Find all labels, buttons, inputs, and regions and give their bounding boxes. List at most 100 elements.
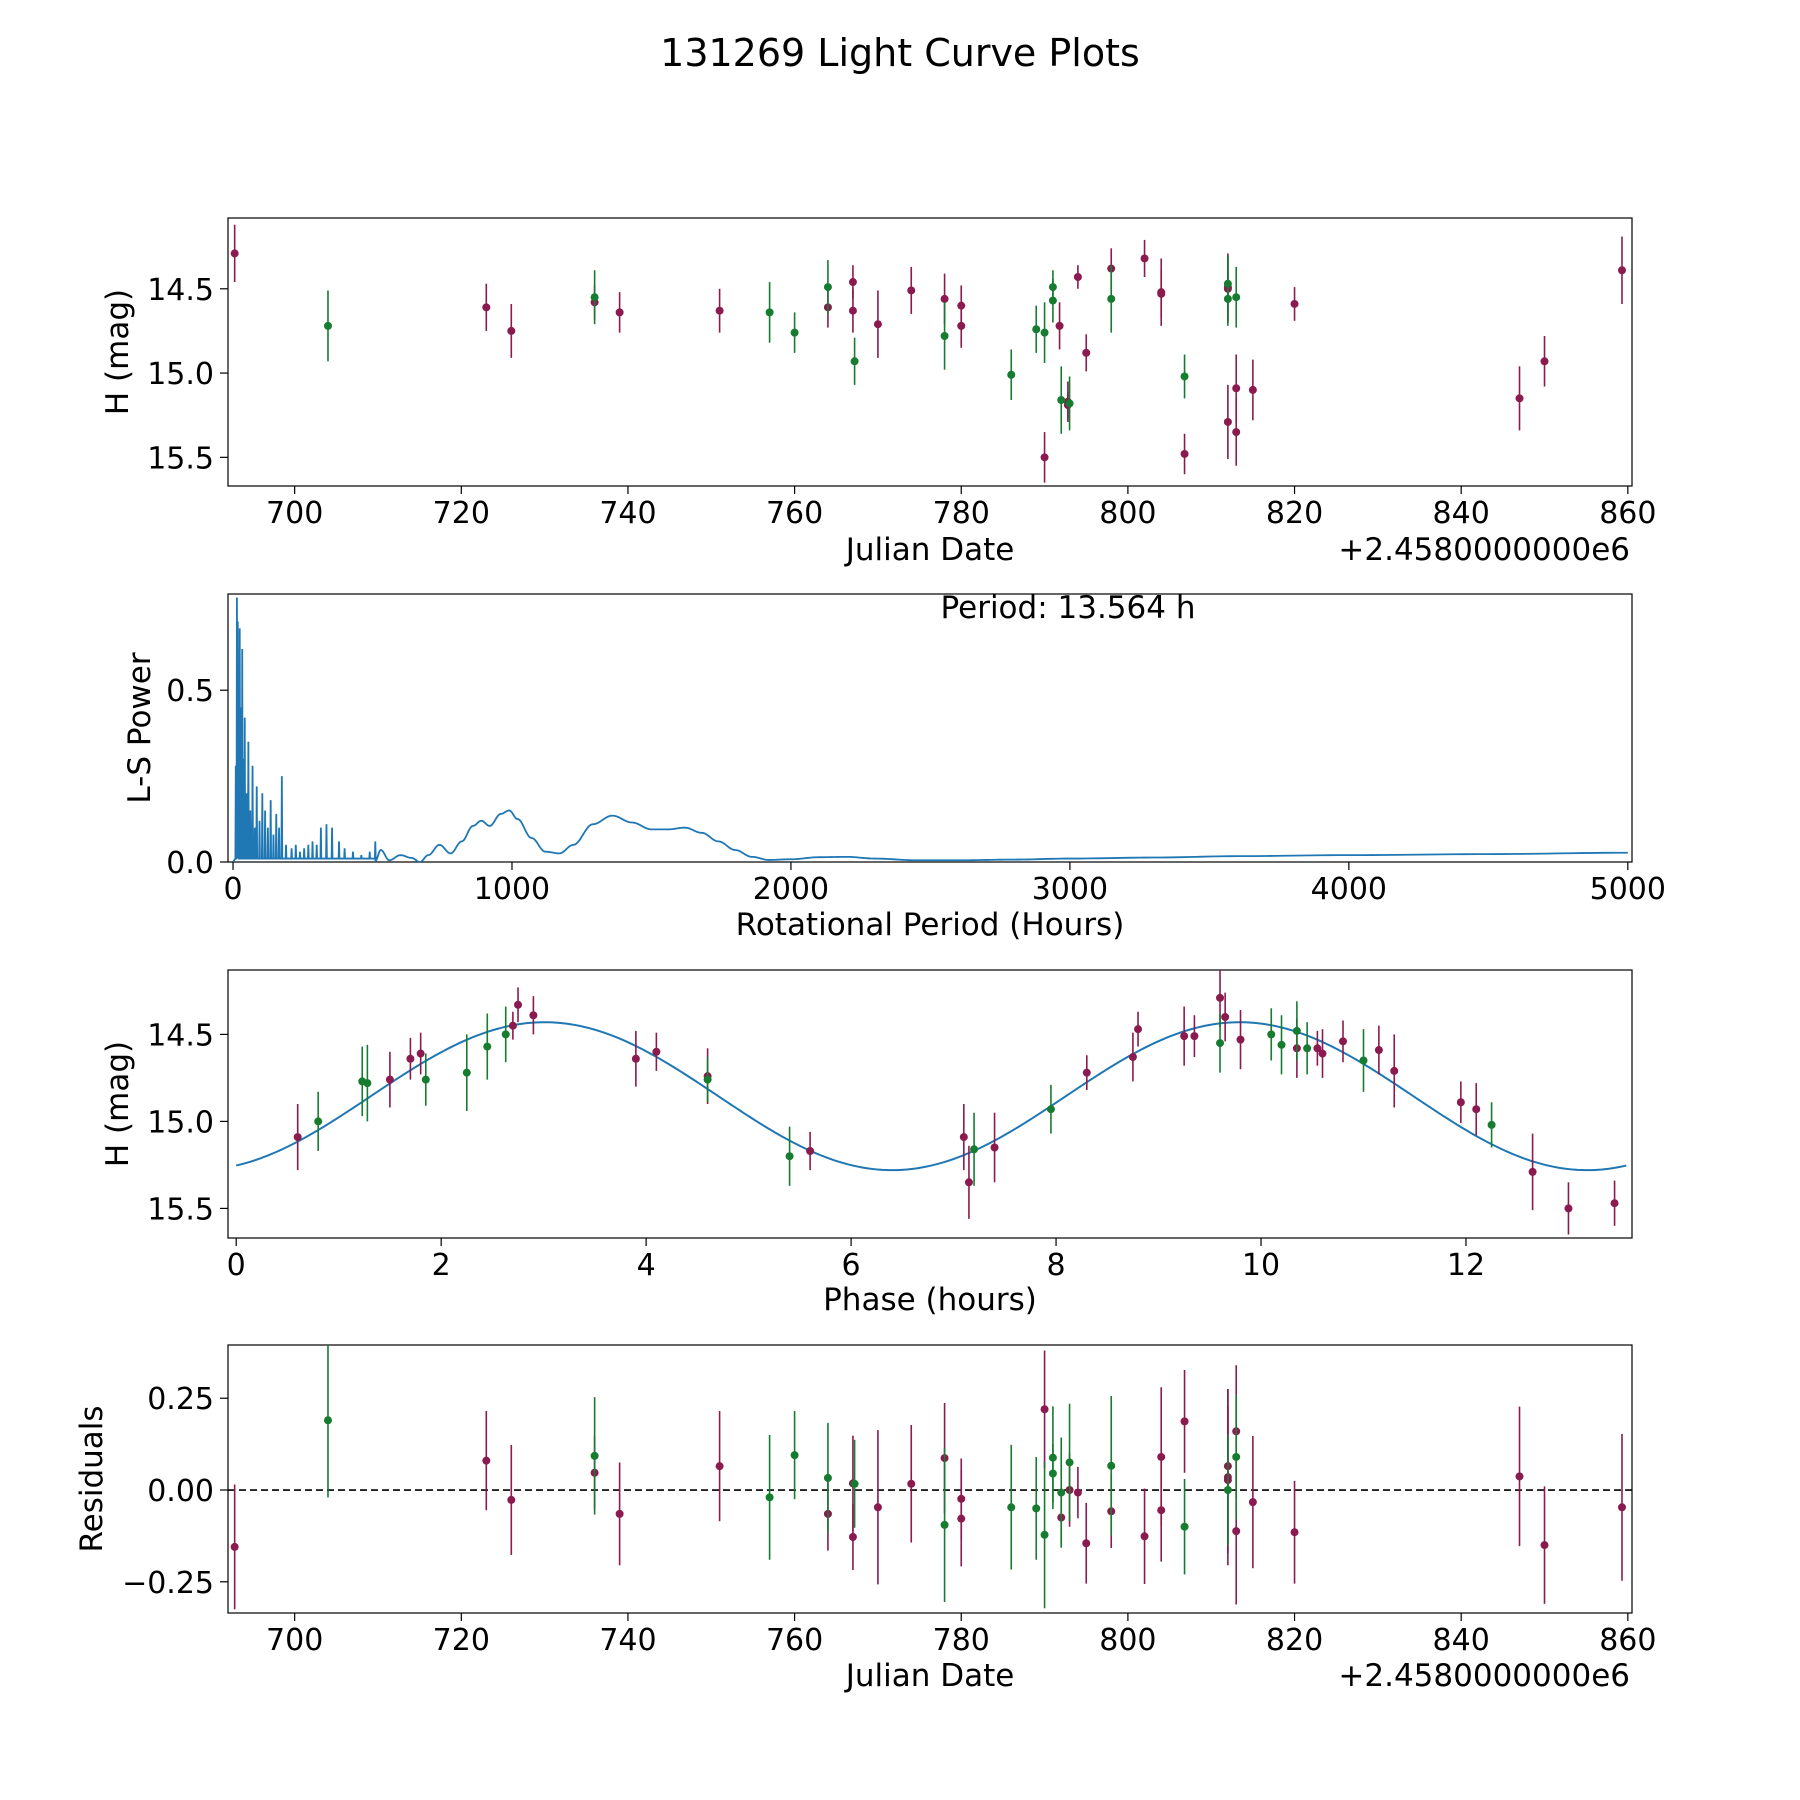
r-band-point xyxy=(1374,1046,1383,1055)
g-band-point xyxy=(421,1075,430,1084)
x-tick-label: 840 xyxy=(1433,496,1490,531)
data-layer xyxy=(232,597,1628,862)
r-band-point xyxy=(1390,1066,1399,1075)
period-annotation: Period: 13.564 h xyxy=(941,590,1196,626)
r-band-point xyxy=(1618,1503,1627,1512)
y-tick-label: 0.0 xyxy=(166,846,214,881)
r-band-point xyxy=(1528,1167,1537,1176)
y-tick-label: 0.5 xyxy=(166,674,214,709)
g-band-point xyxy=(970,1145,979,1154)
r-band-point xyxy=(848,278,857,287)
x-tick-label: 820 xyxy=(1266,1623,1323,1658)
r-band-point xyxy=(907,286,916,295)
data-layer xyxy=(228,1345,1632,1610)
x-tick-label: 4 xyxy=(637,1248,656,1283)
y-tick-label: 14.5 xyxy=(147,1018,214,1053)
x-tick-label: 8 xyxy=(1047,1248,1066,1283)
y-axis-label: L-S Power xyxy=(122,652,158,803)
r-band-point xyxy=(293,1133,302,1142)
g-band-point xyxy=(1267,1030,1276,1039)
r-band-point xyxy=(1190,1032,1199,1041)
r-band-point xyxy=(873,320,882,329)
g-band-point xyxy=(1216,1039,1225,1048)
g-band-point xyxy=(765,308,774,317)
x-tick-label: 740 xyxy=(599,496,656,531)
g-band-point xyxy=(1065,1458,1074,1467)
r-band-point xyxy=(1082,1068,1091,1077)
r-band-point xyxy=(507,1495,516,1504)
g-band-point xyxy=(1046,1105,1055,1114)
g-band-point xyxy=(462,1068,471,1077)
g-band-point xyxy=(1007,1503,1016,1512)
g-band-point xyxy=(1487,1120,1496,1129)
x-tick-label: 4000 xyxy=(1311,872,1387,907)
r-band-point xyxy=(715,306,724,315)
g-band-point xyxy=(1292,1026,1301,1035)
g-band-point xyxy=(483,1042,492,1051)
r-band-point xyxy=(652,1047,661,1056)
y-tick-label: 15.5 xyxy=(147,441,214,476)
g-band-point xyxy=(323,321,332,330)
r-band-point xyxy=(1290,299,1299,308)
r-band-point xyxy=(1180,449,1189,458)
x-tick-label: 0 xyxy=(227,1248,246,1283)
r-band-point xyxy=(406,1054,415,1063)
r-band-point xyxy=(1515,394,1524,403)
x-tick-label: 760 xyxy=(766,496,823,531)
r-band-point xyxy=(1456,1098,1465,1107)
r-band-point xyxy=(1236,1035,1245,1044)
x-tick-label: 700 xyxy=(266,1623,323,1658)
x-tick-label: 5000 xyxy=(1590,872,1666,907)
y-tick-label: 15.5 xyxy=(147,1192,214,1227)
r-band-point xyxy=(1618,266,1627,275)
r-band-point xyxy=(1610,1199,1619,1208)
g-band-point xyxy=(850,1479,859,1488)
r-band-point xyxy=(806,1146,815,1155)
g-band-point xyxy=(1007,370,1016,379)
g-band-point xyxy=(1359,1056,1368,1065)
r-band-point xyxy=(1073,272,1082,281)
r-band-point xyxy=(1140,1532,1149,1541)
r-band-point xyxy=(1134,1025,1143,1034)
g-band-point xyxy=(1232,293,1241,302)
g-band-point xyxy=(314,1117,323,1126)
x-tick-label: 720 xyxy=(433,496,490,531)
g-band-point xyxy=(1040,328,1049,337)
r-band-point xyxy=(1339,1037,1348,1046)
g-band-point xyxy=(1065,399,1074,408)
r-band-point xyxy=(1248,385,1257,394)
r-band-point xyxy=(1073,1488,1082,1497)
x-tick-label: 780 xyxy=(933,1623,990,1658)
plot-periodogram: L-S Power Rotational Period (Hours) Peri… xyxy=(122,590,1666,943)
g-band-point xyxy=(1180,1522,1189,1531)
x-tick-label: 860 xyxy=(1599,1623,1656,1658)
g-band-point xyxy=(1223,1486,1232,1495)
r-band-point xyxy=(1140,254,1149,263)
plot-frame xyxy=(227,1344,1633,1614)
g-band-point xyxy=(850,357,859,366)
r-band-point xyxy=(1157,1452,1166,1461)
r-band-point xyxy=(1180,1032,1189,1041)
r-band-point xyxy=(1040,453,1049,462)
r-band-point xyxy=(230,1542,239,1551)
r-band-point xyxy=(873,1503,882,1512)
r-band-point xyxy=(1248,1498,1257,1507)
r-band-point xyxy=(1290,1528,1299,1537)
r-band-point xyxy=(514,1000,523,1009)
x-tick-label: 780 xyxy=(933,496,990,531)
g-band-point xyxy=(785,1152,794,1161)
r-band-point xyxy=(1128,1053,1137,1062)
r-band-point xyxy=(230,249,239,258)
g-band-point xyxy=(363,1079,372,1088)
x-axis-label: Rotational Period (Hours) xyxy=(736,907,1125,943)
y-axis-label: H (mag) xyxy=(100,1041,136,1167)
g-band-point xyxy=(1057,396,1066,405)
g-band-point xyxy=(1032,325,1041,334)
r-band-point xyxy=(1180,1417,1189,1426)
x-tick-label: 2000 xyxy=(753,872,829,907)
plot-frame xyxy=(227,593,1633,863)
r-band-point xyxy=(1232,1527,1241,1536)
g-band-point xyxy=(790,1451,799,1460)
g-band-point xyxy=(1107,1461,1116,1470)
